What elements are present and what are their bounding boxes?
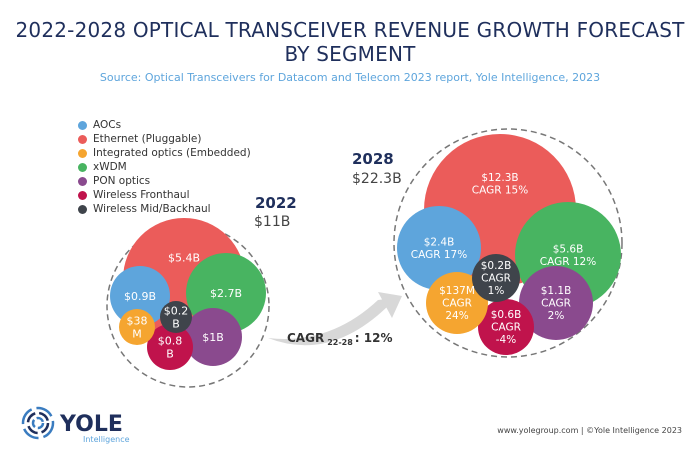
legend-item: Wireless Mid/Backhaul [78,202,251,216]
bubble-label: B [166,347,174,360]
bubble-label: $0.2B [481,260,512,272]
legend-label: Integrated optics (Embedded) [93,147,251,159]
bubble-pon-optics [519,266,593,340]
bubble-label: $137M [439,285,475,297]
bubble-integrated-optics-embedded [426,272,488,334]
svg-text:YOLE: YOLE [59,412,123,437]
legend-label: Wireless Fronthaul [93,189,190,201]
total-2022: $11B [254,214,290,230]
bubble-label: 24% [445,310,468,322]
total-2028: $22.3B [352,171,402,187]
bubble-pon-optics [184,308,242,366]
bubble-label: CAGR [541,298,571,310]
bubble-wireless-fronthaul [478,299,534,355]
growth-arrow-head [378,292,402,318]
bubble-label: $1B [202,331,224,344]
bubble-label: CAGR 15% [472,184,528,196]
bubble-label: $1.1B [541,285,572,297]
bubble-label: $12.3B [481,172,518,184]
legend-swatch [78,148,87,158]
growth-arrow [268,298,396,346]
bubble-label: $2.7B [210,287,242,300]
legend-item: Wireless Fronthaul [78,188,251,202]
year-2022: 2022 [255,194,297,212]
bubble-label: $2.4B [424,236,455,248]
legend-swatch [78,204,87,214]
bubble-label: CAGR 17% [411,249,467,261]
bubble-aocs [397,206,481,290]
bubble-label: $0.2 [164,304,189,317]
legend-swatch [78,120,87,130]
legend-item: AOCs [78,118,251,132]
bubble-label: -4% [496,334,516,346]
bubble-label: CAGR 12% [540,256,596,268]
bubble-label: 2% [548,310,565,322]
legend: AOCs Ethernet (Pluggable) Integrated optic… [78,118,251,216]
bubble-label: $5.6B [553,243,584,255]
bubble-label: CAGR [481,273,511,285]
legend-swatch [78,176,87,186]
bubble-label: CAGR [442,298,472,310]
bubble-aocs [110,266,170,326]
bubble-wireless-mid-backhaul [472,254,520,302]
bubble-label: $38 [127,314,148,327]
bubble-wireless-fronthaul [147,324,193,370]
legend-label: PON optics [93,175,151,187]
legend-swatch [78,190,87,200]
legend-label: Ethernet (Pluggable) [93,133,202,145]
bubble-label: $0.6B [491,309,522,321]
legend-label: Wireless Mid/Backhaul [93,203,211,215]
legend-item: Integrated optics (Embedded) [78,146,251,160]
legend-label: xWDM [93,161,127,173]
legend-item: PON optics [78,174,251,188]
title-line-2: BY SEGMENT [284,42,416,66]
total-boundary-2028 [393,128,623,358]
bubble-label: $0.8 [158,334,183,347]
bubble-label: 1% [488,285,505,297]
footer-credit: www.yolegroup.com | ©Yole Intelligence 2… [497,426,682,435]
legend-swatch [78,162,87,172]
bubble-label: CAGR [491,322,521,334]
legend-item: Ethernet (Pluggable) [78,132,251,146]
legend-item: xWDM [78,160,251,174]
bubble-label: B [172,317,180,330]
bubble-label: M [132,327,142,340]
legend-swatch [78,134,87,144]
bubble-label: $5.4B [168,252,200,265]
cagr-label: CAGR 22-28: 12% [287,331,392,347]
svg-text:Intelligence: Intelligence [83,435,130,444]
bubble-label: $0.9B [124,290,156,303]
bubble-integrated-optics-embedded [119,309,155,345]
title-line-1: 2022-2028 OPTICAL TRANSCEIVER REVENUE GR… [15,18,685,42]
legend-label: AOCs [93,119,122,131]
source-note: Source: Optical Transceivers for Datacom… [99,71,601,84]
bubble-wireless-mid-backhaul [160,301,192,333]
year-2028: 2028 [352,150,394,168]
yole-logo: YOLE Intelligence [20,405,150,449]
